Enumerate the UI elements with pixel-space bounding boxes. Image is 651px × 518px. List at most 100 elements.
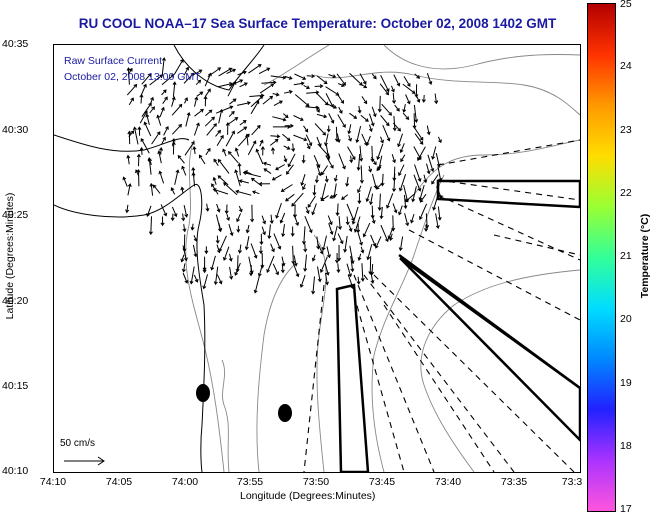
current-vector-arrow	[228, 110, 235, 118]
current-vector-arrow	[402, 83, 416, 94]
current-vector-arrow	[156, 114, 162, 126]
current-vector-arrow	[236, 225, 241, 233]
current-vector-arrow	[284, 75, 293, 80]
current-vector-arrow	[181, 263, 186, 273]
current-vector-arrow	[235, 189, 252, 196]
current-vector-arrow	[251, 124, 261, 136]
current-vector-arrow	[359, 165, 364, 184]
current-vector-arrow	[237, 70, 247, 76]
current-vector-arrow	[305, 134, 313, 147]
current-vector-arrow	[413, 174, 422, 192]
radar-sector-outline	[399, 256, 580, 442]
current-vector-arrow	[328, 223, 334, 235]
current-vector-arrow	[275, 164, 286, 171]
current-vector-arrow	[300, 174, 306, 186]
radar-beam-line	[493, 234, 580, 256]
current-vector-arrow	[337, 233, 344, 245]
current-vector-arrow	[291, 143, 296, 153]
current-vector-arrow	[171, 206, 178, 218]
current-vector-arrow	[317, 243, 324, 255]
current-vector-arrow	[328, 113, 335, 124]
current-vector-arrow	[238, 205, 243, 213]
radar-beam-line	[383, 304, 495, 472]
current-vector-arrow	[400, 154, 406, 163]
current-vector-arrow	[293, 214, 300, 226]
scale-label: 50 cm/s	[60, 438, 96, 449]
current-vector-arrow	[141, 73, 152, 85]
current-vector-arrow	[306, 90, 320, 95]
current-vector-arrow	[161, 74, 175, 86]
y-tick-label: 40:35	[2, 38, 29, 50]
colorbar-tick: 24	[620, 60, 632, 72]
current-vector-arrow	[159, 146, 164, 155]
current-vector-arrow	[334, 252, 340, 264]
current-vector-arrow	[216, 203, 221, 213]
current-vector-arrow	[353, 216, 361, 233]
x-tick-label: 73:35	[500, 476, 528, 488]
y-tick-label: 40:30	[2, 124, 29, 136]
current-vector-arrow	[280, 263, 285, 274]
current-vector-arrow	[423, 174, 428, 184]
current-vector-arrow	[365, 186, 372, 203]
current-vector-arrow	[303, 243, 308, 253]
radar-beam-line	[303, 284, 325, 472]
current-vector-arrow	[357, 193, 362, 205]
current-vector-arrow	[192, 69, 203, 76]
current-vector-arrow	[410, 213, 415, 224]
current-vector-arrow	[431, 146, 437, 160]
current-vector-arrow	[368, 124, 373, 133]
current-vector-arrow	[137, 126, 142, 136]
current-vector-arrow	[282, 133, 291, 142]
current-vector-arrow	[311, 203, 317, 216]
current-vector-arrow	[194, 108, 204, 117]
current-vector-arrow	[250, 204, 255, 223]
current-vector-arrow	[368, 165, 373, 173]
current-vector-arrow	[140, 83, 147, 96]
current-vector-arrow	[404, 213, 410, 227]
current-vector-arrow	[360, 114, 369, 122]
current-vector-arrow	[307, 195, 316, 208]
current-vector-arrow	[341, 194, 349, 200]
current-vector-arrow	[338, 83, 345, 87]
current-vector-arrow	[272, 263, 280, 276]
current-vector-arrow	[229, 266, 234, 280]
current-vector-arrow	[215, 105, 234, 114]
current-vector-arrow	[273, 233, 282, 250]
current-vector-arrow	[302, 183, 306, 191]
current-vector-arrow	[203, 95, 208, 107]
radar-beam-line	[353, 274, 435, 472]
current-vector-arrow	[244, 236, 250, 251]
current-vector-arrow	[328, 74, 337, 79]
current-vector-arrow	[424, 224, 429, 232]
colorbar-tick: 23	[620, 124, 632, 136]
current-vector-arrow	[192, 145, 197, 155]
current-vector-arrow	[127, 183, 132, 196]
current-vector-arrow	[421, 94, 426, 103]
current-vector-arrow	[324, 263, 330, 276]
current-vector-arrow	[182, 272, 189, 284]
current-vector-arrow	[371, 106, 377, 118]
current-vector-arrow	[312, 184, 317, 196]
current-vector-arrow	[427, 154, 435, 172]
data-blob	[278, 404, 292, 422]
current-vector-arrow	[161, 89, 167, 96]
x-tick-label: 74:05	[105, 476, 133, 488]
current-vector-arrow	[226, 213, 231, 221]
current-vector-arrow	[259, 139, 264, 147]
current-vector-arrow	[392, 92, 397, 105]
current-vector-arrow	[283, 155, 288, 163]
current-vector-arrow	[184, 141, 195, 156]
bathymetry-contour	[185, 139, 225, 472]
current-vector-arrow	[349, 112, 358, 119]
colorbar-tick: 22	[620, 187, 632, 199]
current-vector-arrow	[126, 83, 138, 96]
current-vector-arrow	[216, 134, 224, 146]
current-vector-arrow	[139, 93, 144, 104]
current-vector-arrow	[245, 224, 250, 234]
current-vector-arrow	[326, 246, 331, 259]
current-vector-arrow	[369, 113, 375, 127]
current-vector-arrow	[380, 74, 390, 93]
current-vector-arrow	[237, 244, 242, 254]
x-tick-label: 73:3	[561, 476, 583, 488]
current-vector-arrow	[182, 245, 188, 262]
